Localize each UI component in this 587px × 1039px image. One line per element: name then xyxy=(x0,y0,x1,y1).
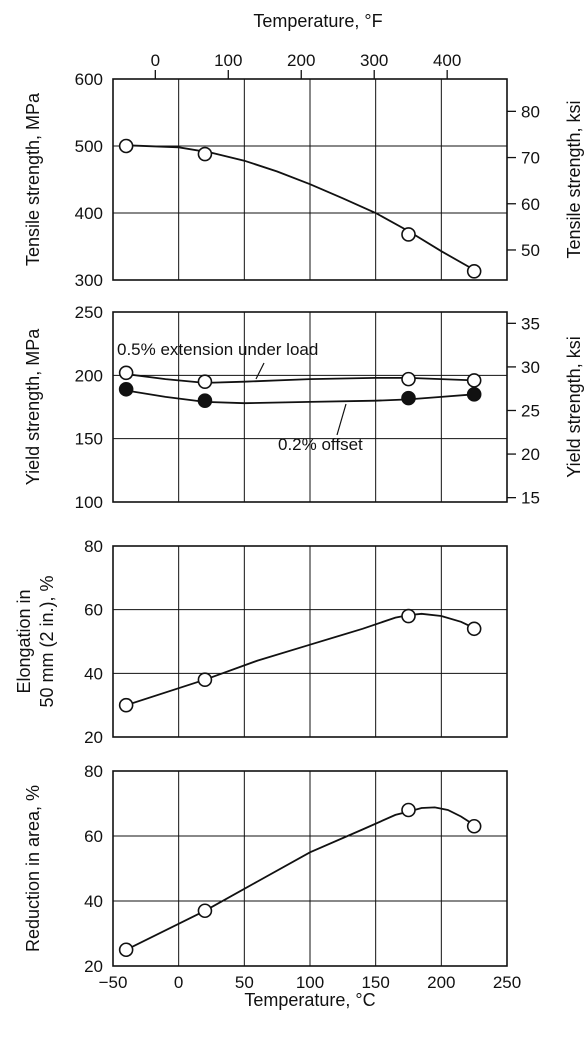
annotation-0.5-extension: 0.5% extension under load xyxy=(117,340,318,359)
right-axis-label: Yield strength, ksi xyxy=(564,336,584,477)
bottom-tick-label: 250 xyxy=(493,973,521,992)
plot-frame xyxy=(112,78,508,281)
right-tick-label: 80 xyxy=(521,102,540,121)
right-axis-label: Tensile strength, ksi xyxy=(564,100,584,258)
y-axis-label-line: Elongation in xyxy=(14,589,34,693)
right-tick-label: 15 xyxy=(521,489,540,508)
data-point xyxy=(118,138,134,154)
data-point xyxy=(401,802,416,818)
data-point xyxy=(466,387,482,402)
y-tick-label: 150 xyxy=(75,430,103,449)
y-tick-label: 40 xyxy=(84,664,103,683)
bottom-axis-title: Temperature, °C xyxy=(244,990,375,1010)
bottom-tick-label: 0 xyxy=(174,973,183,992)
data-point xyxy=(118,365,134,381)
y-axis-label-line: 50 mm (2 in.), % xyxy=(37,575,57,707)
data-point xyxy=(197,903,213,919)
bottom-tick-label: 50 xyxy=(235,973,254,992)
y-tick-label: 100 xyxy=(75,493,103,512)
y-tick-label: 300 xyxy=(75,271,103,290)
top-tick-label: 300 xyxy=(360,51,388,70)
right-tick-label: 30 xyxy=(521,358,540,377)
top-tick-label: 400 xyxy=(433,51,461,70)
annotation-leader-0.5 xyxy=(255,362,265,380)
bottom-tick-label: 200 xyxy=(427,973,455,992)
yield-strength-panel: 100 150 200 250 Yield strength, MPa 15 20 25 30 3… xyxy=(23,303,584,512)
elongation-panel: 20 40 60 80 Elongation in 50 mm (2 in.), % xyxy=(14,537,508,747)
right-tick-label: 20 xyxy=(521,445,540,464)
y-axis-label: Yield strength, MPa xyxy=(23,328,43,485)
data-point xyxy=(466,621,482,637)
plot-frame xyxy=(112,311,508,503)
y-tick-label: 60 xyxy=(84,827,103,846)
data-point xyxy=(401,371,416,387)
y-axis-label: Reduction in area, % xyxy=(23,785,43,952)
series-line xyxy=(125,612,475,707)
data-point xyxy=(197,374,213,389)
series-line xyxy=(125,806,475,951)
data-point xyxy=(197,672,213,688)
data-point xyxy=(466,818,482,834)
top-tick-label: 0 xyxy=(151,51,160,70)
top-tick-label: 200 xyxy=(287,51,315,70)
fahrenheit-tick-labels: 0 100 200 300 400 xyxy=(151,51,461,79)
data-point xyxy=(197,146,213,162)
data-point xyxy=(401,608,416,624)
series-line xyxy=(125,389,475,405)
y-tick-label: 250 xyxy=(75,303,103,322)
data-point xyxy=(118,942,134,958)
top-axis-title: Temperature, °F xyxy=(253,11,382,31)
data-point xyxy=(466,263,482,279)
plot-frame xyxy=(112,770,508,967)
right-tick-label: 35 xyxy=(521,314,540,333)
y-tick-label: 40 xyxy=(84,892,103,911)
celsius-tick-labels: −50 0 50 100 150 200 250 xyxy=(99,973,522,992)
right-tick-label: 70 xyxy=(521,149,540,168)
y-tick-label: 80 xyxy=(84,537,103,556)
tensile-strength-panel: 300 400 500 600 Tensile strength, MPa 50 60 70 8… xyxy=(23,70,584,290)
y-tick-label: 60 xyxy=(84,601,103,620)
plot-frame xyxy=(112,545,508,738)
data-point xyxy=(466,373,482,388)
right-tick-label: 60 xyxy=(521,195,540,214)
series-line xyxy=(125,373,475,384)
bottom-tick-label: 100 xyxy=(296,973,324,992)
data-point xyxy=(401,390,416,406)
annotation-0.2-offset: 0.2% offset xyxy=(278,435,363,454)
bottom-tick-label: 150 xyxy=(361,973,389,992)
y-axis-label: Tensile strength, MPa xyxy=(23,92,43,266)
reduction-in-area-panel: 20 40 60 80 Reduction in area, % xyxy=(23,762,508,976)
data-point xyxy=(197,393,213,408)
data-point xyxy=(401,227,416,242)
y-tick-label: 80 xyxy=(84,762,103,781)
y-tick-label: 20 xyxy=(84,728,103,747)
right-tick-label: 25 xyxy=(521,401,540,420)
data-point xyxy=(118,381,134,397)
data-point xyxy=(118,697,134,713)
right-tick-label: 50 xyxy=(521,241,540,260)
y-tick-label: 20 xyxy=(84,957,103,976)
y-tick-label: 600 xyxy=(75,70,103,89)
y-tick-label: 400 xyxy=(75,204,103,223)
y-tick-label: 200 xyxy=(75,366,103,385)
top-tick-label: 100 xyxy=(214,51,242,70)
bottom-tick-label: −50 xyxy=(99,973,128,992)
y-tick-label: 500 xyxy=(75,137,103,156)
annotation-leader-0.2 xyxy=(336,403,347,436)
